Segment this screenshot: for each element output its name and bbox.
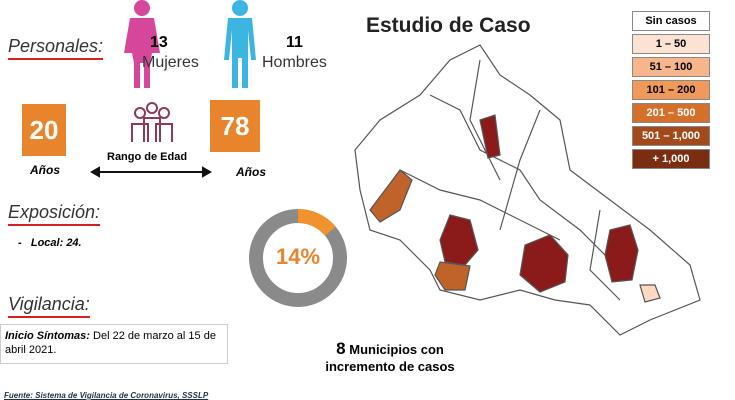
legend-item: 51 – 100	[632, 57, 710, 77]
map	[354, 44, 701, 336]
people-icon	[131, 102, 173, 142]
symptoms-key: Inicio Síntomas:	[5, 330, 90, 342]
women-count: 13	[150, 34, 168, 51]
man-icon	[224, 0, 256, 88]
age-range-label: Rango de Edad	[107, 151, 188, 163]
source: Fuente: Sistema de Vigilancia de Coronav…	[4, 391, 209, 400]
age-unit: Años	[236, 165, 266, 179]
legend-item: 1 – 50	[632, 34, 710, 54]
municipios-text: Municipios con incremento de casos	[325, 342, 455, 374]
municipios-count: 8	[336, 339, 346, 358]
age-unit: Años	[30, 163, 60, 177]
age-min: 20	[22, 104, 66, 156]
men-label: Hombres	[262, 54, 327, 71]
woman-icon	[124, 0, 160, 88]
bullet: -	[18, 237, 22, 249]
exposure-value: 24.	[66, 237, 82, 249]
legend-item: 501 – 1,000	[632, 126, 710, 146]
donut-label: 14%	[275, 244, 321, 269]
symptoms-text: Del 22 de marzo al 15 de abril 2021.	[5, 330, 216, 356]
legend-item: Sin casos	[632, 11, 710, 31]
section-title: Exposición:	[8, 202, 101, 226]
women-label: Mujeres	[142, 54, 199, 71]
section-title: Vigilancia:	[8, 294, 90, 318]
exposure-key: Local:	[30, 237, 64, 249]
age-max: 78	[210, 100, 260, 152]
legend-item: 201 – 500	[632, 103, 710, 123]
legend-item: + 1,000	[632, 149, 710, 169]
range-arrow	[89, 166, 213, 178]
section-title: Personales:	[8, 36, 104, 60]
men-count: 11	[286, 34, 303, 51]
donut-arc	[297, 209, 336, 236]
legend-item: 101 – 200	[632, 80, 710, 100]
map-title: Estudio de Caso	[366, 14, 531, 37]
